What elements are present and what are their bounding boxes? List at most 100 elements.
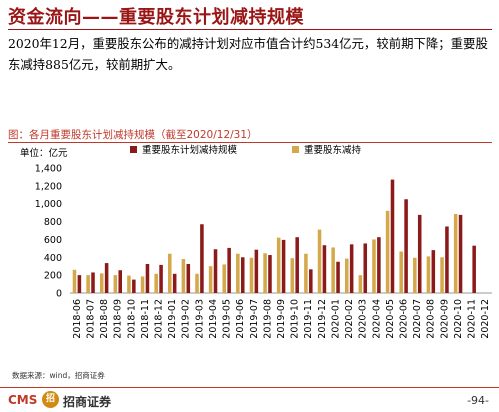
planned-reduction-bar <box>213 249 218 293</box>
x-tick-label: 2020-12 <box>480 299 491 339</box>
x-tick-label: 2019-07 <box>249 299 260 339</box>
planned-reduction-bar <box>322 245 327 293</box>
summary-text: 2020年12月，重要股东公布的减持计划对应市值合计约534亿元，较前期下降；重… <box>8 36 488 72</box>
actual-reduction-bar <box>113 275 118 293</box>
planned-reduction-bar <box>186 263 191 293</box>
planned-reduction-bar <box>472 245 476 293</box>
planned-reduction-bar <box>145 263 150 293</box>
x-tick-label: 2019-04 <box>208 299 219 339</box>
x-tick-label: 2020-06 <box>399 299 410 339</box>
y-unit-label: 单位：亿元 <box>20 147 68 159</box>
planned-reduction-bar <box>281 239 286 294</box>
actual-reduction-bar <box>249 257 254 293</box>
planned-reduction-bar <box>159 264 163 294</box>
y-tick-label: 1,400 <box>35 164 62 175</box>
actual-reduction-bar <box>453 213 458 293</box>
y-axis: 0 200 400 600 800 1,000 1,200 1,400 <box>35 164 492 300</box>
actual-reduction-bar <box>99 273 104 293</box>
actual-reduction-bar <box>263 253 267 293</box>
actual-reduction-bar <box>372 239 376 293</box>
x-axis: 2018-06 2018-07 2018-08 2018-09 2018-10 2018-… <box>72 299 491 339</box>
planned-reduction-bar <box>200 224 204 293</box>
actual-reduction-bar <box>440 257 444 293</box>
x-tick-label: 2018-10 <box>126 299 137 339</box>
actual-reduction-bar <box>331 247 335 293</box>
actual-reduction-bar <box>140 276 145 293</box>
actual-reduction-bar <box>344 258 349 294</box>
legend: 重要股东计划减持规模 重要股东减持 <box>130 144 362 156</box>
x-tick-label: 2020-11 <box>467 299 478 339</box>
planned-reduction-bar <box>390 179 395 293</box>
x-tick-label: 2020-10 <box>453 299 464 339</box>
x-tick-label: 2018-12 <box>153 299 164 339</box>
planned-reduction-bar <box>404 199 408 293</box>
actual-reduction-bar <box>181 259 186 293</box>
planned-reduction-bar <box>91 272 95 293</box>
x-tick-label: 2018-06 <box>72 299 83 339</box>
x-tick-label: 2020-07 <box>412 299 423 339</box>
planned-reduction-bar <box>309 269 313 293</box>
legend-label: 重要股东减持 <box>304 144 362 156</box>
y-tick-label: 400 <box>44 253 62 264</box>
x-tick-label: 2019-02 <box>181 299 192 339</box>
actual-reduction-bar <box>86 275 90 293</box>
planned-reduction-bar <box>377 237 381 293</box>
planned-reduction-bar <box>417 214 422 294</box>
figure-divider <box>8 142 492 143</box>
x-tick-label: 2019-12 <box>317 299 328 339</box>
x-tick-label: 2020-02 <box>344 299 355 339</box>
legend-label: 重要股东计划减持规模 <box>142 144 238 156</box>
x-tick-label: 2020-04 <box>371 299 382 339</box>
planned-reduction-bar <box>104 263 109 293</box>
x-tick-label: 2020-09 <box>439 299 450 339</box>
actual-reduction-bar <box>413 257 417 293</box>
planned-reduction-bar <box>77 275 82 293</box>
legend-swatch <box>130 146 137 153</box>
x-tick-label: 2019-10 <box>290 299 301 339</box>
x-tick-label: 2018-09 <box>113 299 124 339</box>
planned-reduction-bar <box>349 244 354 293</box>
logo-cms-text: CMS <box>8 393 38 407</box>
footer-divider <box>0 387 499 388</box>
actual-reduction-bar <box>236 253 240 293</box>
x-tick-label: 2019-11 <box>303 299 314 339</box>
y-tick-label: 600 <box>44 235 62 246</box>
actual-reduction-bar <box>154 273 158 293</box>
y-tick-label: 200 <box>44 271 62 282</box>
actual-reduction-bar <box>385 210 390 293</box>
planned-reduction-bar <box>431 250 436 293</box>
x-tick-label: 2020-05 <box>385 299 396 339</box>
x-tick-label: 2019-01 <box>167 299 178 339</box>
actual-reduction-bar <box>317 229 322 293</box>
x-tick-label: 2018-08 <box>99 299 110 339</box>
actual-reduction-bar <box>72 269 77 293</box>
figure-title: 图：各月重要股东计划减持规模（截至2020/12/31） <box>8 129 258 141</box>
page-title: 资金流向——重要股东计划减持规模 <box>8 7 304 28</box>
x-tick-label: 2020-03 <box>358 299 369 339</box>
x-tick-label: 2019-08 <box>262 299 273 339</box>
actual-reduction-bar <box>276 237 281 293</box>
x-tick-label: 2019-05 <box>222 299 233 339</box>
y-tick-label: 0 <box>56 289 62 300</box>
x-tick-label: 2018-07 <box>85 299 96 339</box>
y-tick-label: 1,000 <box>35 199 62 210</box>
x-tick-label: 2020-01 <box>330 299 341 339</box>
x-tick-label: 2019-09 <box>276 299 287 339</box>
actual-reduction-bar <box>168 253 172 293</box>
x-tick-label: 2019-06 <box>235 299 246 339</box>
actual-reduction-bar <box>195 273 199 293</box>
actual-reduction-bar <box>304 253 308 293</box>
x-tick-label: 2019-03 <box>194 299 205 339</box>
planned-reduction-bar <box>240 257 245 293</box>
title-divider <box>8 29 492 30</box>
y-tick-label: 800 <box>44 217 62 228</box>
logo-icon: 招 <box>42 391 59 408</box>
x-tick-label: 2020-08 <box>426 299 437 339</box>
actual-reduction-bar <box>290 258 295 293</box>
page-number: -94- <box>467 394 489 407</box>
planned-reduction-bar <box>227 247 231 293</box>
actual-reduction-bar <box>222 264 226 293</box>
actual-reduction-bar <box>358 275 363 293</box>
planned-reduction-bar <box>295 237 299 293</box>
